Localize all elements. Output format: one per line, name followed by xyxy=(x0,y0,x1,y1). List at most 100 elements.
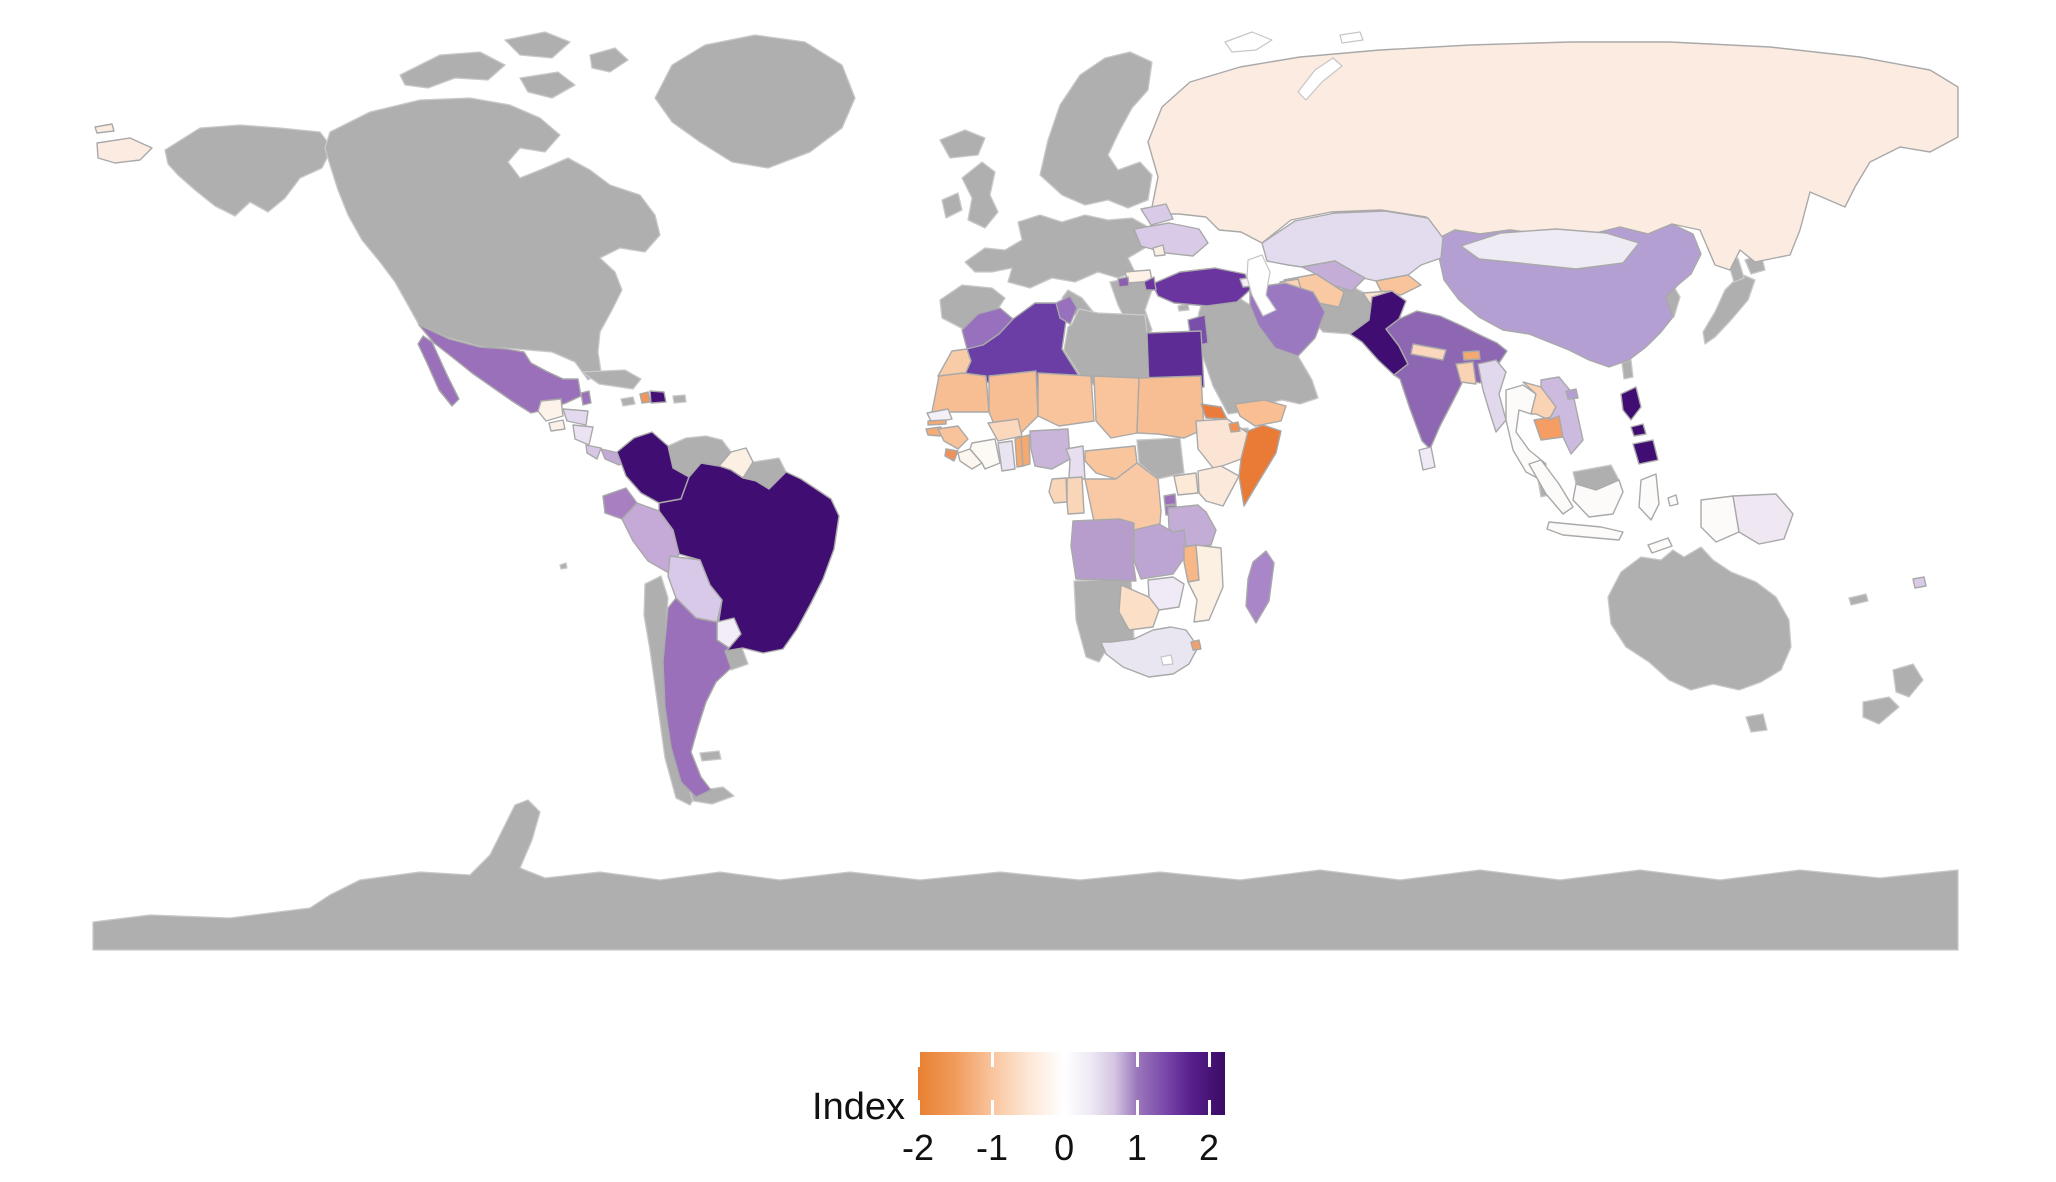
country-philippines-visayas xyxy=(1630,423,1647,437)
country-benin xyxy=(1020,434,1031,467)
country-sierra-leone xyxy=(944,448,959,462)
country-peru xyxy=(621,502,680,574)
country-guinea-bissau xyxy=(925,426,942,437)
country-argentina xyxy=(662,597,732,798)
country-dominican-republic xyxy=(649,390,667,404)
country-indonesia-java xyxy=(1546,521,1624,541)
country-turkey-thrace xyxy=(1143,276,1157,291)
country-indonesia-timor xyxy=(1647,537,1673,554)
region-arctic-islands-4 xyxy=(589,47,629,73)
country-lesotho xyxy=(1160,654,1174,666)
novaya-zemlya-outline xyxy=(1297,57,1343,101)
country-indonesia-sumatra xyxy=(1528,459,1574,515)
franz-josef-outline xyxy=(1339,31,1364,44)
region-ireland xyxy=(941,192,963,219)
no-data-land xyxy=(92,31,1959,951)
country-liberia xyxy=(957,448,983,470)
region-new-zealand-north xyxy=(1892,663,1924,698)
country-zambia xyxy=(1133,523,1188,580)
country-kenya xyxy=(1197,465,1240,507)
country-gabon xyxy=(1048,477,1068,504)
country-north-macedonia xyxy=(1117,276,1130,288)
country-djibouti xyxy=(1228,421,1241,433)
country-cote-divoire xyxy=(969,438,1001,470)
country-angola xyxy=(1070,518,1137,582)
region-jamaica xyxy=(620,396,636,407)
region-cuba xyxy=(581,369,642,390)
region-arctic-islands-2 xyxy=(504,31,571,59)
region-puerto-rico xyxy=(672,394,687,404)
region-new-caledonia xyxy=(1848,593,1869,606)
country-haiti xyxy=(639,391,651,404)
country-gambia xyxy=(927,419,947,426)
country-niger xyxy=(1037,372,1095,427)
country-mongolia xyxy=(1460,228,1640,270)
region-falkland-islands xyxy=(699,750,722,762)
country-mexico-baja xyxy=(417,335,460,407)
country-tunisia xyxy=(1055,295,1078,325)
region-japan xyxy=(1702,273,1756,345)
country-russia-wrangel-wrap xyxy=(94,123,115,134)
country-nepal xyxy=(1410,343,1447,361)
country-congo xyxy=(1066,476,1085,515)
country-uganda xyxy=(1173,472,1199,496)
country-burkina-faso xyxy=(987,418,1023,442)
country-madagascar xyxy=(1245,550,1275,624)
country-guinea xyxy=(937,425,969,450)
region-canada-usa xyxy=(324,97,661,381)
caspian-sea xyxy=(1246,254,1277,317)
country-indonesia-maluku xyxy=(1667,494,1679,507)
country-belize xyxy=(580,390,592,406)
country-indonesia-sulawesi xyxy=(1638,473,1660,521)
country-moldova xyxy=(1152,244,1166,257)
region-europe-mainland xyxy=(964,214,1151,289)
country-indonesia-papua xyxy=(1700,495,1740,543)
country-eritrea xyxy=(1200,403,1228,420)
country-guatemala xyxy=(537,398,564,422)
region-iceland xyxy=(939,129,986,159)
region-new-zealand-south xyxy=(1862,696,1900,725)
country-somalia xyxy=(1238,424,1282,507)
region-arctic-islands-3 xyxy=(519,71,576,99)
country-indonesia-kalimantan xyxy=(1572,479,1624,518)
region-greenland xyxy=(654,34,856,169)
region-australia xyxy=(1607,546,1792,691)
country-turkey xyxy=(1151,267,1253,307)
region-antarctica xyxy=(92,799,1959,951)
country-philippines-mindanao xyxy=(1632,439,1659,465)
region-taiwan xyxy=(1621,359,1634,380)
region-united-kingdom xyxy=(961,161,999,229)
country-botswana xyxy=(1118,584,1160,631)
country-nicaragua xyxy=(572,424,594,446)
country-bangladesh xyxy=(1455,361,1477,385)
country-philippines-luzon xyxy=(1620,386,1642,421)
country-myanmar xyxy=(1477,359,1507,433)
country-belarus xyxy=(1140,203,1174,226)
country-cameroon xyxy=(1065,445,1086,480)
data-countries xyxy=(94,41,1959,798)
country-eswatini xyxy=(1190,639,1202,651)
country-nigeria xyxy=(1029,428,1071,470)
svalbard-outline xyxy=(1224,31,1273,53)
country-chad xyxy=(1093,375,1140,439)
country-ghana xyxy=(997,440,1016,472)
country-kazakhstan xyxy=(1261,210,1444,282)
country-el-salvador xyxy=(548,419,566,432)
region-arctic-islands-1 xyxy=(399,51,506,89)
region-cyprus xyxy=(1177,303,1190,312)
country-sudan xyxy=(1136,375,1205,439)
country-mauritania xyxy=(931,372,990,413)
region-scandinavia xyxy=(1039,51,1153,209)
white-outline-features xyxy=(1224,31,1364,317)
country-papua-new-guinea xyxy=(1732,493,1794,545)
country-russia xyxy=(1147,41,1959,271)
country-honduras xyxy=(562,408,589,426)
region-south-sudan xyxy=(1136,437,1185,480)
country-russia-chukotka-wrap xyxy=(96,137,153,164)
country-costa-rica xyxy=(585,444,602,460)
country-fiji xyxy=(1912,576,1927,589)
region-tasmania xyxy=(1745,713,1768,733)
country-china-hainan xyxy=(1565,388,1579,400)
country-sri-lanka xyxy=(1418,446,1436,471)
